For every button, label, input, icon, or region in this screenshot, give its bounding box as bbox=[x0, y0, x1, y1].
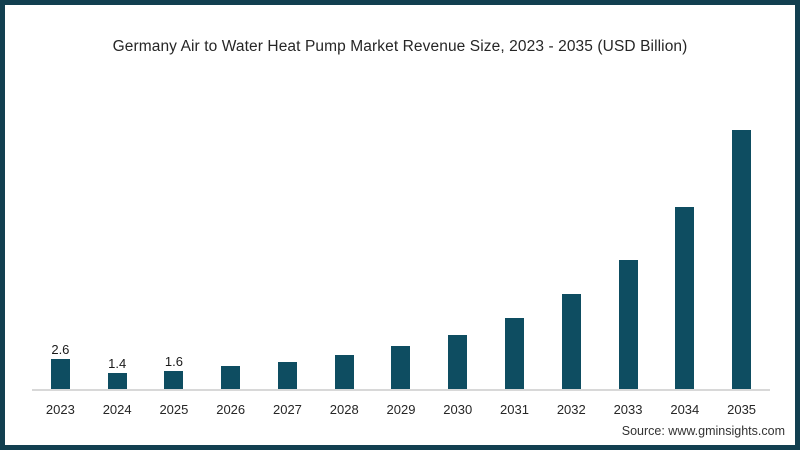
bar bbox=[50, 359, 70, 389]
bar-column bbox=[429, 128, 486, 389]
source-attribution: Source: www.gminsights.com bbox=[621, 424, 785, 438]
bar-column bbox=[373, 128, 430, 389]
x-tick-label: 2032 bbox=[556, 402, 586, 417]
bar-column bbox=[713, 128, 770, 389]
bar-column: 1.4 bbox=[89, 128, 146, 389]
x-tick-label: 2031 bbox=[500, 402, 529, 417]
x-tick-label: 2027 bbox=[272, 402, 302, 417]
bar-column bbox=[259, 128, 316, 389]
bar-value-label: 2.6 bbox=[51, 342, 70, 358]
x-tick-label: 2024 bbox=[102, 402, 132, 417]
bar-column: 1.6 bbox=[146, 128, 203, 389]
bar bbox=[277, 361, 297, 389]
bar-column bbox=[316, 128, 373, 389]
bar-column bbox=[543, 128, 600, 389]
bar bbox=[164, 370, 184, 389]
bar-column bbox=[486, 128, 543, 389]
x-tick-label: 2025 bbox=[159, 402, 189, 417]
bar-value-label: 1.6 bbox=[164, 353, 183, 369]
bar-value-label: 1.4 bbox=[108, 356, 127, 371]
bar bbox=[675, 207, 695, 389]
bar bbox=[107, 373, 127, 389]
x-tick-label: 2030 bbox=[443, 402, 473, 417]
bar bbox=[448, 335, 468, 389]
bar bbox=[505, 318, 524, 389]
bar bbox=[561, 294, 581, 389]
x-tick-label: 2035 bbox=[727, 402, 757, 417]
bar-column: 2.6 bbox=[32, 128, 89, 389]
x-tick-label: 2034 bbox=[670, 402, 700, 417]
x-tick-label: 2026 bbox=[216, 402, 246, 417]
x-tick-label: 2023 bbox=[45, 402, 75, 417]
bar-column bbox=[202, 128, 259, 389]
chart-title: Germany Air to Water Heat Pump Market Re… bbox=[112, 38, 688, 55]
bar bbox=[618, 260, 638, 389]
bar bbox=[391, 345, 411, 389]
x-tick-label: 2033 bbox=[613, 402, 643, 417]
bar bbox=[732, 129, 752, 389]
bar-column bbox=[600, 128, 657, 389]
plot-area: 2.6 1.4 1.6 bbox=[32, 128, 770, 391]
x-axis-labels: 2023 2024 2025 2026 2027 2028 2029 2030 2031 2032… bbox=[32, 402, 770, 417]
x-tick-label: 2029 bbox=[386, 402, 416, 417]
x-tick-label: 2028 bbox=[329, 402, 359, 417]
bar-column bbox=[656, 128, 713, 389]
bar bbox=[334, 354, 354, 389]
bar bbox=[221, 366, 241, 389]
